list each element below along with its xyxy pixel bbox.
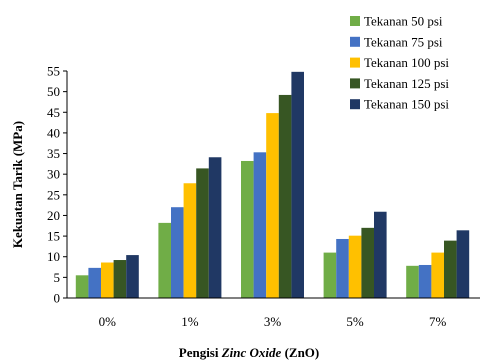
x-category-labels: 0% 1% 3% 5% 7% [99, 314, 447, 329]
y-tick-label: 35 [47, 146, 60, 161]
bar [431, 252, 444, 298]
bar [75, 275, 89, 298]
bar [253, 152, 267, 298]
bar [336, 238, 349, 298]
bar [183, 183, 197, 298]
y-axis-title: Kekuatan Tarik (MPa) [10, 121, 25, 248]
y-tick-label: 30 [47, 167, 60, 182]
y-tick-label: 15 [47, 229, 60, 244]
y-tick-label: 45 [47, 105, 60, 120]
bar [266, 113, 279, 298]
legend-swatch [350, 78, 360, 89]
bar [291, 71, 304, 298]
x-tick-label: 1% [181, 314, 199, 329]
bar [101, 262, 114, 298]
x-axis-title: Pengisi Zinc Oxide (ZnO) [179, 345, 319, 360]
bar [196, 168, 209, 298]
bar [241, 160, 254, 298]
bar [444, 240, 457, 298]
bar [323, 252, 337, 298]
legend-label: Tekanan 75 psi [364, 34, 443, 49]
y-tick-label: 25 [47, 187, 60, 202]
bar [171, 207, 184, 298]
bar [406, 265, 419, 298]
legend-swatch [350, 16, 360, 26]
x-axis-title-suffix: (ZnO) [281, 345, 319, 360]
bar [88, 267, 101, 298]
x-axis-title-italic: Zinc Oxide [221, 345, 282, 360]
legend-label: Tekanan 50 psi [364, 14, 443, 29]
bar [361, 227, 374, 298]
bar [278, 94, 292, 298]
bar [456, 230, 470, 298]
legend-label: Tekanan 125 psi [364, 76, 449, 91]
bar [113, 260, 127, 298]
y-tick-label: 5 [54, 270, 61, 285]
y-tick-labels: 0 5 10 15 20 25 30 35 40 45 50 55 [47, 64, 60, 306]
bar [374, 211, 387, 298]
y-tick-label: 20 [47, 208, 60, 223]
x-tick-label: 0% [99, 314, 117, 329]
y-tick-label: 55 [47, 64, 60, 79]
bar [158, 222, 171, 298]
x-tick-label: 5% [346, 314, 364, 329]
legend-label: Tekanan 150 psi [364, 97, 449, 112]
legend-swatch [350, 36, 360, 47]
bar [418, 264, 432, 298]
y-tick-label: 50 [47, 84, 60, 99]
y-tick-label: 40 [47, 125, 60, 140]
bar [348, 235, 362, 298]
y-tick-label: 10 [47, 249, 60, 264]
y-tick-label: 0 [54, 291, 61, 306]
bar [126, 255, 139, 298]
axes-group [63, 70, 480, 299]
bars-group [75, 71, 470, 298]
legend-label: Tekanan 100 psi [364, 55, 449, 70]
legend-swatch [350, 57, 360, 68]
legend: Tekanan 50 psi Tekanan 75 psi Tekanan 100 … [350, 14, 449, 112]
x-tick-label: 7% [429, 314, 447, 329]
legend-swatch [350, 99, 360, 110]
bar [208, 157, 222, 298]
x-tick-label: 3% [264, 314, 282, 329]
x-axis-title-prefix: Pengisi [179, 345, 222, 360]
